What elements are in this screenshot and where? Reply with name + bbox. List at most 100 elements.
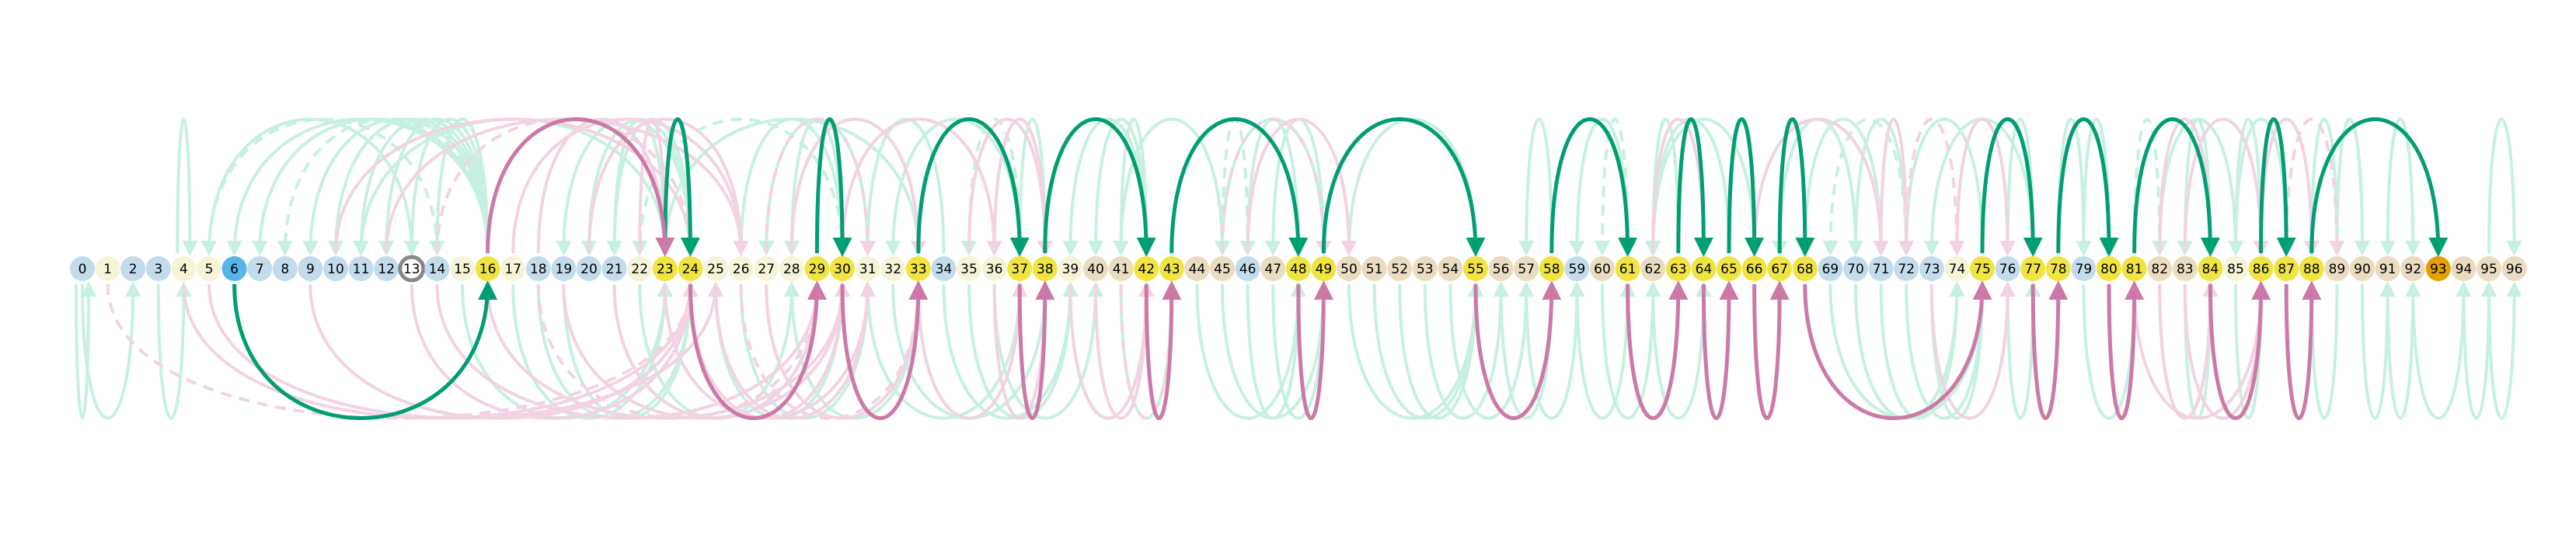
node-label: 16 <box>479 262 497 277</box>
node-circle <box>1767 256 1793 281</box>
node-label: 58 <box>1543 262 1560 277</box>
node-label: 83 <box>2177 262 2194 277</box>
node-circle <box>323 256 348 281</box>
node-label: 10 <box>327 262 344 277</box>
node-23: 23 <box>652 256 678 281</box>
node-61: 61 <box>1615 256 1640 281</box>
node-28: 28 <box>779 256 804 281</box>
node-label: 24 <box>682 262 699 277</box>
node-80: 80 <box>2097 256 2121 281</box>
faint-pink-arc-below <box>308 281 699 420</box>
node-circle <box>779 256 804 281</box>
node-85: 85 <box>2223 256 2248 281</box>
faint-pink-arc-above <box>334 117 699 256</box>
node-circle <box>95 256 120 281</box>
node-95: 95 <box>2477 256 2501 281</box>
strong-arc-above <box>1321 117 1486 257</box>
faint-arc-above <box>2379 117 2415 256</box>
node-84: 84 <box>2198 256 2223 281</box>
node-circle <box>880 256 906 281</box>
faint-pink-arc-below <box>2158 281 2219 420</box>
faint-arc-below <box>2303 281 2339 420</box>
node-81: 81 <box>2121 256 2147 281</box>
node-label: 67 <box>1771 262 1788 277</box>
faint-arc-below <box>1448 281 1535 420</box>
node-circle <box>905 256 931 281</box>
faint-pink-arc-below <box>536 281 825 420</box>
node-label: 68 <box>1797 262 1814 277</box>
faint-arc-above <box>1518 117 1553 256</box>
node-50: 50 <box>1337 256 1361 281</box>
node-11: 11 <box>348 256 374 281</box>
node-label: 91 <box>2379 262 2396 277</box>
node-circle <box>1640 256 1666 281</box>
faint-arc-below <box>1575 281 1636 420</box>
node-label: 62 <box>1644 262 1661 277</box>
faint-pink-arc-below <box>2132 281 2269 420</box>
node-70: 70 <box>1843 256 1868 281</box>
node-circle <box>1159 256 1184 281</box>
faint-pink-arc-above <box>1905 117 1965 256</box>
node-circle <box>2020 256 2046 281</box>
node-6: 6 <box>221 256 247 281</box>
node-label: 54 <box>1442 262 1459 277</box>
strong-arc-above <box>1169 117 1309 257</box>
node-38: 38 <box>1032 256 1058 281</box>
faint-pink-arc-above <box>992 117 1053 256</box>
node-label: 3 <box>154 262 162 277</box>
faint-arc-above <box>328 117 490 256</box>
faint-pink-arc-below <box>765 281 926 420</box>
node-circle <box>1058 256 1083 281</box>
node-60: 60 <box>1590 256 1615 281</box>
node-90: 90 <box>2350 256 2375 281</box>
node-48: 48 <box>1285 256 1311 281</box>
node-label: 6 <box>230 262 239 277</box>
node-7: 7 <box>247 256 273 281</box>
node-93: 93 <box>2425 256 2451 281</box>
node-circle <box>1412 256 1438 281</box>
strong-pink-arc-below <box>1017 280 1055 420</box>
faint-pink-arc-above <box>1246 117 1357 256</box>
node-18: 18 <box>525 256 551 281</box>
faint-arc-above <box>2487 117 2522 256</box>
node-label: 36 <box>986 262 1003 277</box>
faint-arc-below <box>2462 281 2497 420</box>
node-circle <box>1361 256 1387 281</box>
node-circle <box>1007 256 1033 281</box>
faint-pink-arc-above <box>1221 117 1332 256</box>
node-43: 43 <box>1159 256 1184 281</box>
node-label: 43 <box>1163 262 1180 277</box>
node-circle <box>1691 256 1717 281</box>
node-circle <box>1590 256 1615 281</box>
node-circle <box>1235 256 1260 281</box>
node-40: 40 <box>1083 256 1108 281</box>
node-label: 92 <box>2404 262 2421 277</box>
node-58: 58 <box>1539 256 1564 281</box>
strong-arc-above <box>916 117 1030 257</box>
node-label: 17 <box>504 262 521 277</box>
node-41: 41 <box>1108 256 1134 281</box>
node-label: 47 <box>1264 262 1281 277</box>
node-circle <box>728 256 754 281</box>
node-26: 26 <box>728 256 754 281</box>
node-15: 15 <box>450 256 475 281</box>
node-label: 49 <box>1316 262 1333 277</box>
faint-pink-arc-below <box>207 281 723 420</box>
node-circle <box>1539 256 1564 281</box>
node-66: 66 <box>1741 256 1767 281</box>
node-27: 27 <box>754 256 779 281</box>
faint-arc-below <box>942 281 1079 420</box>
faint-arc-above <box>1645 117 1756 256</box>
node-circle <box>1210 256 1235 281</box>
node-label: 77 <box>2024 262 2041 277</box>
faint-pink-arc-below <box>1119 281 1180 420</box>
node-71: 71 <box>1868 256 1894 281</box>
node-circle <box>1792 256 1818 281</box>
node-circle <box>2071 256 2097 281</box>
faint-pink-arc-below <box>1929 281 2016 420</box>
node-89: 89 <box>2324 256 2350 281</box>
faint-arc-above <box>429 117 490 256</box>
node-circle <box>1438 256 1463 281</box>
node-68: 68 <box>1792 256 1818 281</box>
